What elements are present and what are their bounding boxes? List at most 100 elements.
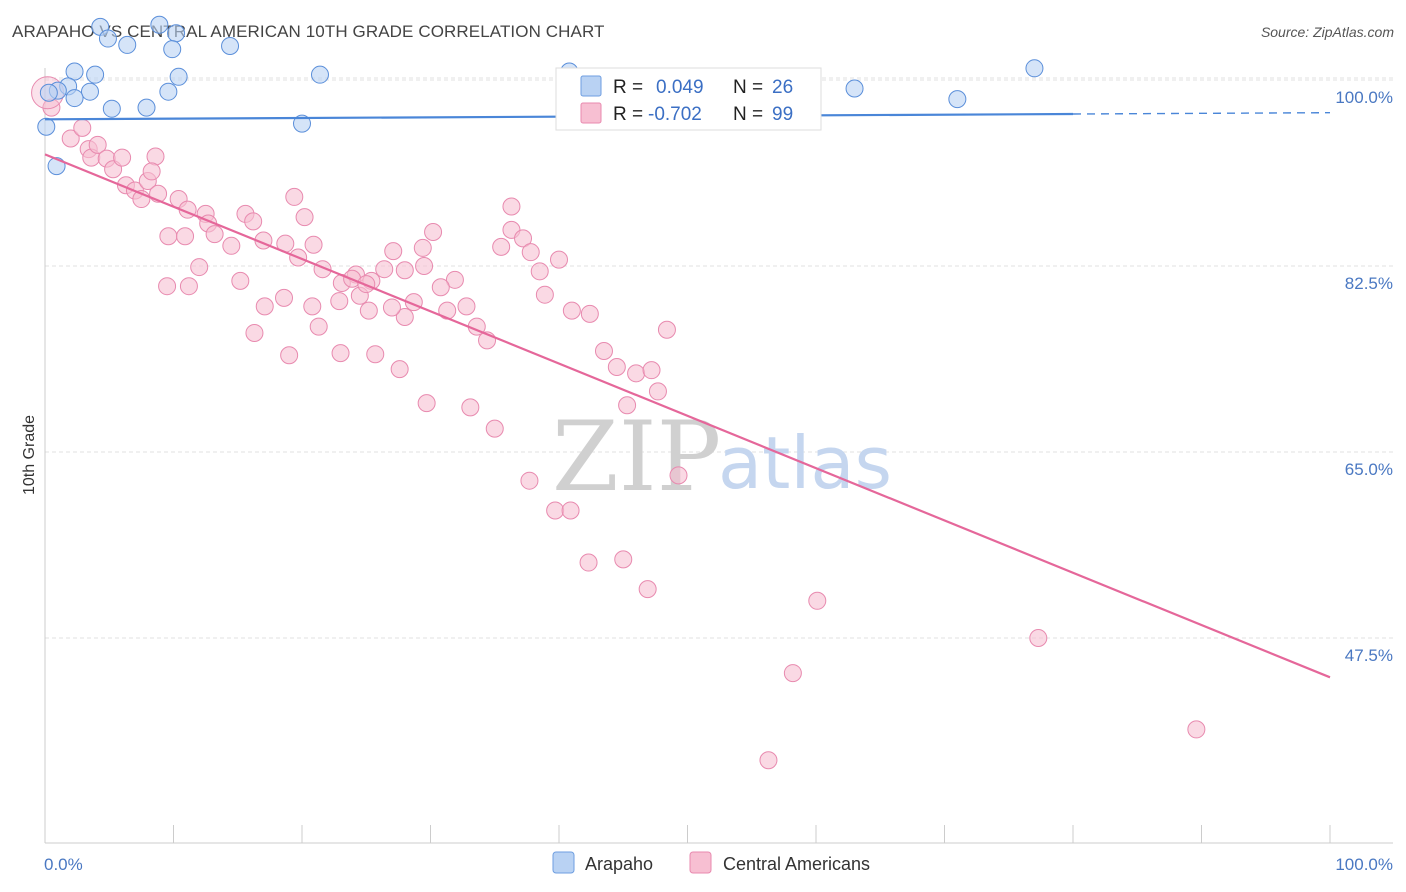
x-tick-label-1: 100.0%: [1335, 855, 1393, 874]
central-americans-point: [417, 394, 436, 413]
central-americans-point: [395, 308, 414, 327]
central-americans-point: [618, 396, 637, 415]
arapaho-point: [98, 29, 117, 48]
central-americans-point: [550, 250, 568, 269]
y-axis-labels: 100.0% 82.5% 65.0% 47.5%: [1335, 88, 1393, 665]
arapaho-point: [167, 24, 186, 43]
central-americans-point: [61, 129, 80, 148]
central-americans-point: [492, 237, 511, 256]
central-americans-point: [1187, 720, 1206, 739]
central-americans-point: [415, 257, 434, 275]
y-tick-label-2: 65.0%: [1345, 460, 1393, 479]
central-americans-point: [514, 229, 533, 248]
central-americans-point: [158, 277, 177, 296]
legend-n-label-2: N =: [733, 104, 763, 125]
central-americans-point: [395, 261, 414, 280]
bottom-legend-arapaho: Arapaho: [585, 854, 653, 874]
central-americans-point: [1029, 629, 1048, 647]
central-americans-point: [331, 344, 350, 363]
arapaho-point: [221, 36, 240, 55]
arapaho-point: [293, 114, 311, 133]
central-americans-point: [759, 751, 778, 770]
central-americans-point: [562, 301, 581, 320]
central-americans-point: [205, 225, 224, 244]
central-americans-point: [502, 197, 521, 216]
legend-swatch-arapaho: [580, 75, 602, 97]
arapaho-point: [1025, 59, 1044, 78]
arapaho-point: [86, 65, 105, 84]
legend-r-label-1: R =: [613, 77, 643, 98]
legend-n-value-2: 99: [772, 104, 793, 125]
central-americans-point: [614, 550, 633, 569]
central-americans-point: [142, 162, 161, 181]
central-americans-point: [280, 346, 299, 365]
central-americans-point: [375, 260, 394, 279]
central-americans-point: [461, 398, 480, 417]
arapaho-trend-extension: [1072, 111, 1331, 115]
central-americans-point: [88, 135, 107, 154]
arapaho-point: [80, 82, 99, 101]
x-axis-labels: 0.0% 100.0%: [44, 855, 1393, 874]
central-americans-point: [359, 301, 378, 320]
axes: [44, 68, 1393, 844]
arapaho-point: [102, 99, 121, 118]
watermark-zip: ZIP: [552, 401, 721, 513]
trend-lines: [44, 111, 1331, 679]
central-americans-point: [231, 271, 250, 290]
central-americans-point: [579, 553, 598, 572]
central-americans-point: [146, 147, 165, 166]
central-americans-point: [657, 320, 676, 339]
arapaho-point: [65, 62, 84, 81]
central-americans-point: [648, 382, 667, 401]
stats-legend: R = 0.049 N = 26 R = -0.702 N = 99: [555, 67, 822, 131]
watermark: ZIP atlas: [552, 401, 892, 513]
bottom-legend-swatch-arapaho: [552, 851, 575, 874]
legend-n-label-1: N =: [733, 77, 763, 98]
central-americans-point: [580, 304, 599, 323]
legend-swatch-central-americans: [580, 102, 602, 124]
central-americans-point: [546, 501, 565, 520]
central-americans-point: [424, 222, 443, 241]
y-tick-label-3: 47.5%: [1345, 646, 1393, 665]
arapaho-point: [137, 98, 156, 117]
central-americans-point: [222, 236, 241, 255]
central-americans-point: [642, 361, 661, 380]
central-americans-point: [594, 342, 613, 361]
legend-r-value-1: 0.049: [656, 77, 704, 98]
central-americans-point: [73, 118, 92, 137]
y-tick-label-0: 100.0%: [1335, 88, 1393, 107]
central-americans-point: [561, 501, 580, 520]
central-americans-point: [457, 297, 476, 316]
central-americans-point: [535, 285, 554, 304]
arapaho-point: [65, 89, 84, 108]
central-americans-points: [31, 76, 1206, 770]
central-americans-point: [530, 262, 549, 281]
central-americans-point: [303, 297, 322, 316]
central-americans-point: [520, 471, 539, 490]
arapaho-point: [37, 117, 56, 136]
legend-r-label-2: R =: [613, 104, 643, 125]
central-americans-point: [638, 580, 657, 599]
central-americans-point: [159, 227, 178, 246]
central-americans-point: [607, 357, 626, 376]
central-americans-point: [627, 364, 646, 383]
gridlines: [45, 77, 1393, 639]
arapaho-point: [159, 82, 178, 101]
central-americans-point: [304, 235, 323, 254]
legend-n-value-1: 26: [772, 77, 793, 98]
central-americans-point: [783, 664, 802, 683]
central-americans-point: [366, 345, 385, 364]
central-americans-point: [285, 187, 304, 206]
central-americans-point: [384, 242, 403, 261]
arapaho-point: [163, 40, 182, 59]
central-americans-point: [521, 243, 540, 262]
central-americans-point: [255, 297, 274, 316]
central-americans-point: [669, 466, 688, 485]
arapaho-point: [948, 90, 967, 109]
central-americans-point: [190, 258, 209, 277]
central-americans-point: [245, 323, 264, 342]
central-americans-point: [330, 292, 349, 311]
y-axis-title: 10th Grade: [21, 415, 38, 495]
bottom-legend-swatch-central-americans: [689, 851, 712, 874]
